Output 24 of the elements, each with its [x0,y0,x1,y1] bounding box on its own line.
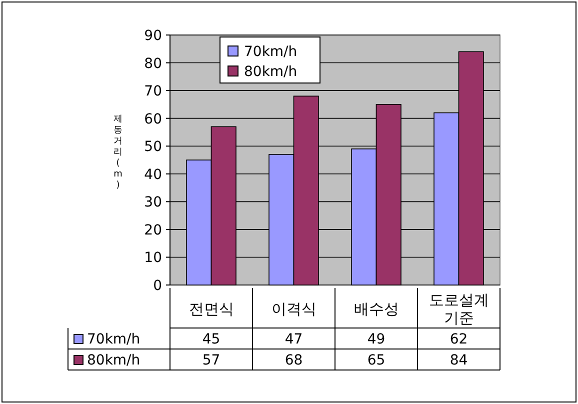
data-label: 62 [450,332,468,348]
y-axis-title: 제동거리(m) [114,114,122,190]
data-label: 49 [367,332,386,348]
x-tick-label: 도로설계 기준 [428,291,489,327]
y-tick-label: 10 [144,250,162,266]
data-label: 57 [202,352,220,368]
y-tick-label: 40 [144,166,162,183]
data-label: 45 [202,332,220,348]
x-tick-label: 전면식 [188,300,234,318]
data-label: 47 [284,332,303,348]
data-label: 84 [450,352,468,368]
legend-label: 80km/h [244,64,298,80]
y-tick-label: 50 [144,139,162,156]
y-tick-label: 80 [144,56,162,72]
data-label: 68 [284,352,303,368]
y-tick-label: 60 [144,111,162,128]
y-tick-label: 90 [144,28,162,44]
y-tick-label: 20 [144,222,162,238]
y-tick-label: 70 [144,84,162,100]
data-label: 65 [367,352,386,368]
legend-label: 70km/h [244,44,298,60]
x-tick-label: 이격식 [271,300,316,318]
x-tick-label: 배수성 [354,300,399,318]
y-tick-label: 30 [144,194,162,211]
